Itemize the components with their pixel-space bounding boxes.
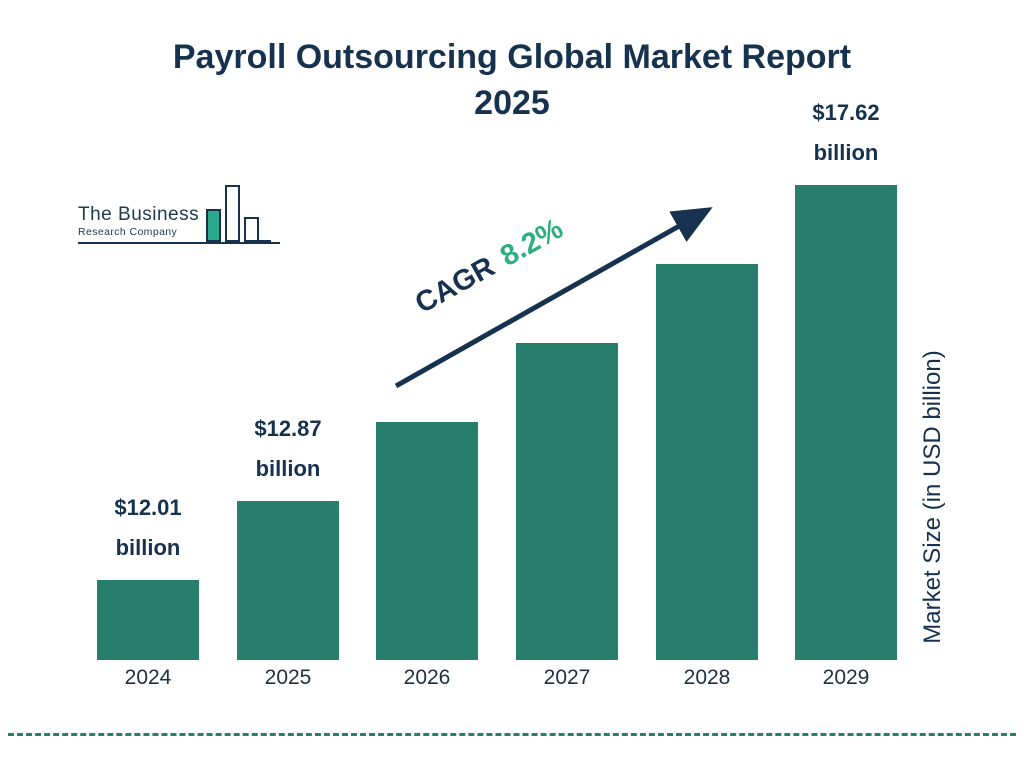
logo-bar-chart-icon [206, 185, 272, 242]
bar-2029 [795, 185, 897, 660]
bar-2028 [656, 264, 758, 660]
value-unit: billion [255, 456, 321, 481]
company-logo: The Business Research Company [78, 180, 280, 244]
value-unit: billion [115, 535, 181, 560]
logo-text: The Business Research Company [78, 204, 199, 242]
x-tick-2028: 2028 [683, 666, 731, 689]
y-axis-label: Market Size (in USD billion) [919, 350, 946, 644]
x-tick-2026: 2026 [403, 666, 451, 689]
value-amount: $17.62 [812, 100, 880, 125]
value-unit: billion [813, 140, 879, 165]
value-amount: $12.01 [114, 495, 182, 520]
page-title: Payroll Outsourcing Global Market Report… [0, 34, 1024, 126]
cagr-arrow [394, 207, 713, 389]
title-line-2: 2025 [474, 84, 550, 122]
x-tick-2029: 2029 [822, 666, 870, 689]
bar-2027 [516, 343, 618, 660]
bottom-dashed-divider [8, 733, 1016, 736]
bar-2025 [237, 501, 339, 660]
title-line-1: Payroll Outsourcing Global Market Report [172, 38, 852, 76]
x-tick-2025: 2025 [264, 666, 312, 689]
x-tick-2024: 2024 [124, 666, 172, 689]
value-amount: $12.87 [254, 416, 322, 441]
x-tick-2027: 2027 [543, 666, 591, 689]
value-label-2024: $12.01 billion [73, 488, 223, 568]
logo-subname: Research Company [78, 226, 178, 238]
value-label-2025: $12.87 billion [213, 409, 363, 489]
bar-2024 [97, 580, 199, 660]
value-label-2029: $17.62 billion [771, 93, 921, 173]
bar-2026 [376, 422, 478, 660]
logo-name: The Business [78, 204, 200, 225]
